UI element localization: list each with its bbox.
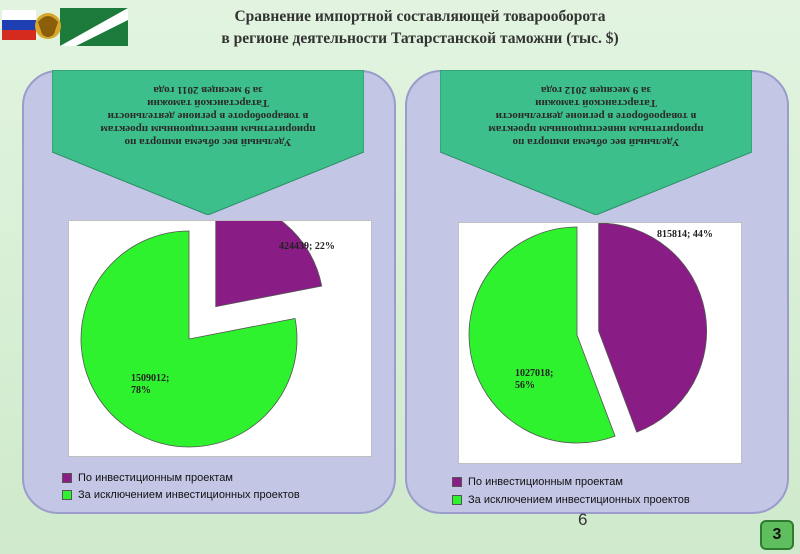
title-line-2: в регионе деятельности Татарстанской там… (221, 30, 619, 47)
legend-label: За исключением инвестиционных проектов (468, 494, 690, 506)
left-banner-line: Удельный вес объема импорта по (124, 136, 292, 148)
right-banner-title: Удельный вес объема импорта по приоритет… (460, 83, 732, 148)
left-banner-line: в товарообороте в регионе деятельности (107, 110, 309, 122)
legend-label: За исключением инвестиционных проектов (78, 489, 300, 501)
legend-swatch-other (452, 495, 462, 505)
left-chart-area: 424439; 22% 1509012; 78% (68, 198, 372, 457)
legend-swatch-invest (452, 477, 462, 487)
right-legend-other: За исключением инвестиционных проектов (452, 494, 690, 506)
right-chart-area: 815814; 44% 1027018; 56% (458, 222, 742, 464)
legend-swatch-invest (62, 473, 72, 483)
title-line-1: Сравнение импортной составляющей товароо… (234, 8, 606, 25)
right-pie-label-invest: 815814; 44% (657, 229, 713, 240)
left-banner-title: Удельный вес объема импорта по приоритет… (72, 83, 344, 148)
right-banner-line: Удельный вес объема импорта по (512, 136, 680, 148)
legend-swatch-other (62, 490, 72, 500)
right-pie-label-other-percent: 56% (515, 380, 535, 391)
right-pie-slice-invest (598, 222, 708, 433)
left-banner-line: Татарстанской таможни (147, 97, 269, 109)
left-pie-label-other-value: 1509012; (131, 373, 170, 384)
right-pie-label-other-value: 1027018; (515, 368, 554, 379)
customs-flag-icon (60, 8, 128, 46)
customs-logo (2, 8, 128, 46)
right-legend-invest: По инвестиционным проектам (452, 476, 623, 488)
russia-flag-icon (2, 10, 36, 40)
legend-label: По инвестиционным проектам (468, 476, 623, 488)
left-pie-label-other-percent: 78% (131, 385, 151, 396)
page-title: Сравнение импортной составляющей товароо… (160, 6, 680, 50)
page-number: 6 (578, 510, 588, 529)
left-legend-other: За исключением инвестиционных проектов (62, 489, 300, 501)
left-pie-chart (80, 198, 323, 448)
right-pie-slice-other (468, 226, 616, 444)
right-banner-line: Татарстанской таможни (535, 97, 657, 109)
eagle-emblem-icon (35, 13, 61, 39)
right-banner (440, 70, 752, 215)
legend-label: По инвестиционным проектам (78, 472, 233, 484)
left-pie-slice-invest (215, 198, 323, 308)
right-banner-line: в товарообороте в регионе деятельности (495, 110, 697, 122)
left-pie-slice-other (80, 230, 298, 448)
left-banner-line: приоритетным инвестиционным проектам (100, 123, 316, 135)
right-pie-chart (468, 222, 708, 444)
right-banner-line: приоритетным инвестиционным проектам (488, 123, 704, 135)
left-pie-label-invest: 424439; 22% (279, 241, 335, 252)
slide-number-badge[interactable]: 3 (760, 520, 794, 550)
right-pie-label-other: 1027018; 56% (515, 368, 553, 392)
left-banner-line: за 9 месяцев 2011 года (153, 84, 263, 96)
left-banner (52, 70, 364, 215)
right-banner-line: за 9 месяцев 2012 года (541, 84, 651, 96)
left-pie-label-other: 1509012; 78% (131, 373, 169, 397)
left-legend-invest: По инвестиционным проектам (62, 472, 233, 484)
